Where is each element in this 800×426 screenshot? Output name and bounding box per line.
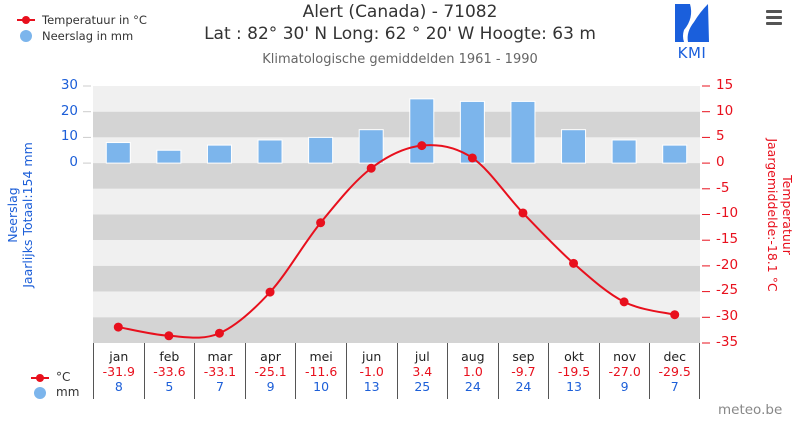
month-label: mar (207, 349, 233, 364)
table-column-mar: mar -33.1 7 (194, 343, 245, 399)
circle-marker-icon (34, 386, 46, 399)
right-axis-tick: -10 (716, 205, 739, 221)
precipitation-value: 13 (566, 379, 582, 394)
line-marker-icon (31, 373, 49, 382)
right-axis-title: Temperatuur Jaargemiddelde:-18.1 °C (765, 125, 795, 305)
left-axis-title-line2: Jaarlijks Totaal:154 mm (20, 142, 35, 288)
precipitation-value: 10 (313, 379, 330, 394)
precipitation-value: 24 (464, 379, 481, 394)
table-column-dec: dec -29.5 7 (649, 343, 700, 399)
chart-period: Klimatologische gemiddelden 1961 - 1990 (262, 52, 538, 67)
right-axis-tick: 0 (716, 154, 725, 170)
table-precip-unit: mm (56, 385, 80, 399)
temperature-value: -9.7 (511, 364, 536, 379)
kmi-logo-icon (675, 4, 709, 42)
temperature-value: -27.0 (608, 364, 641, 379)
left-axis-tick: 30 (60, 77, 78, 93)
precipitation-value: 8 (114, 379, 123, 394)
credit-link[interactable]: meteo.be (718, 402, 783, 418)
right-axis-tick: -30 (716, 308, 739, 324)
temperature-value: -31.9 (102, 364, 135, 379)
left-axis-title: Neerslag Jaarlijks Totaal:154 mm (5, 125, 35, 305)
legend-label-temperature: Temperatuur in °C (42, 13, 147, 27)
hamburger-menu-icon[interactable] (766, 10, 782, 28)
right-axis-tick: 10 (716, 103, 734, 119)
table-column-nov: nov -27.0 9 (598, 343, 650, 399)
chart-title: Alert (Canada) - 71082 (302, 2, 498, 22)
table-column-mei: mei -11.6 10 (295, 343, 346, 399)
left-axis-tick: 0 (69, 154, 78, 170)
right-axis-tick: -5 (716, 180, 730, 196)
month-label: aug (461, 349, 485, 364)
month-label: jun (362, 349, 382, 364)
chart-legend: Temperatuur in °C Neerslag in mm (16, 12, 147, 44)
table-legend: °C mm (30, 370, 79, 400)
kmi-logo-text: KMI (677, 44, 707, 62)
legend-item-precipitation[interactable]: Neerslag in mm (16, 28, 147, 44)
right-axis-tick: 15 (716, 77, 734, 93)
table-column-sep: sep -9.7 24 (497, 343, 549, 399)
kmi-logo: KMI (672, 4, 712, 62)
right-axis-tick: -35 (716, 334, 739, 350)
temperature-value: -19.5 (557, 364, 591, 379)
precipitation-value: 13 (363, 379, 380, 394)
legend-label-precipitation: Neerslag in mm (42, 29, 134, 43)
temperature-value: -33.6 (153, 364, 186, 379)
month-label: nov (613, 349, 637, 364)
temperature-value: 3.4 (412, 364, 433, 379)
temperature-value: 1.0 (462, 364, 483, 379)
precipitation-value: 7 (215, 379, 224, 394)
left-axis-title-line1: Neerslag (5, 187, 20, 243)
precipitation-value: 9 (266, 379, 275, 394)
month-label: sep (512, 349, 535, 364)
temperature-value: -1.0 (359, 364, 384, 379)
right-axis-tick: 5 (716, 128, 725, 144)
right-axis-tick: -25 (716, 282, 739, 298)
month-label: mei (309, 349, 333, 364)
table-column-jul: jul 3.4 25 (396, 343, 448, 399)
chart-subtitle: Lat : 82° 30' N Long: 62 ° 20' W Hoogte:… (204, 24, 596, 44)
line-marker-icon (17, 16, 35, 24)
temperature-value: -33.1 (203, 364, 237, 379)
circle-marker-icon (20, 30, 32, 42)
precipitation-value: 25 (414, 379, 431, 394)
month-label: feb (159, 349, 180, 364)
right-axis-tick: -15 (716, 231, 739, 247)
left-axis-tick: 10 (60, 128, 78, 144)
left-axis-tick: 20 (60, 103, 78, 119)
month-label: jan (109, 349, 129, 364)
table-column-feb: feb -33.6 5 (143, 343, 195, 399)
precipitation-value: 9 (620, 379, 629, 394)
table-column-jan: jan -31.9 8 (93, 343, 144, 399)
temperature-value: -11.6 (304, 364, 338, 379)
right-axis-title-line1: Temperatuur (780, 175, 795, 255)
table-column-aug: aug 1.0 24 (447, 343, 498, 399)
month-label: okt (564, 349, 584, 364)
table-column-okt: okt -19.5 13 (548, 343, 599, 399)
table-temp-unit: °C (56, 370, 71, 384)
legend-item-temperature[interactable]: Temperatuur in °C (16, 12, 147, 28)
precipitation-value: 5 (165, 379, 174, 394)
right-axis-tick: -20 (716, 257, 739, 273)
right-axis-title-line2: Jaargemiddelde:-18.1 °C (765, 138, 780, 292)
month-label: dec (663, 349, 686, 364)
table-column-apr: apr -25.1 9 (244, 343, 296, 399)
precipitation-value: 24 (515, 379, 532, 394)
table-column-jun: jun -1.0 13 (345, 343, 397, 399)
month-label: jul (414, 349, 430, 364)
temperature-value: -25.1 (254, 364, 287, 379)
data-table: jan -31.9 8 feb -33.6 5 mar -33.1 7 apr -25.1 9 mei -… (93, 343, 700, 399)
temperature-value: -29.5 (658, 364, 691, 379)
month-label: apr (260, 349, 281, 364)
precipitation-value: 7 (670, 379, 679, 394)
